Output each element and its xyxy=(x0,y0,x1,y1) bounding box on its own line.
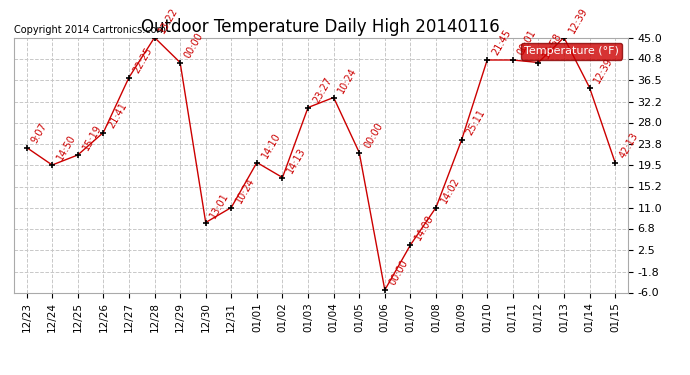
Text: 14:13: 14:13 xyxy=(285,146,308,175)
Text: 12:39: 12:39 xyxy=(566,6,589,35)
Text: 12:39: 12:39 xyxy=(592,56,615,85)
Text: 9:07: 9:07 xyxy=(30,121,49,145)
Text: 25:11: 25:11 xyxy=(464,108,487,137)
Text: 13:01: 13:01 xyxy=(208,191,231,220)
Text: 10:24: 10:24 xyxy=(234,176,257,205)
Text: 00:01: 00:01 xyxy=(515,28,538,57)
Text: 42:13: 42:13 xyxy=(618,130,640,160)
Text: 21:45: 21:45 xyxy=(490,28,513,57)
Text: 00:00: 00:00 xyxy=(183,31,206,60)
Text: 15:19: 15:19 xyxy=(81,123,103,152)
Text: Copyright 2014 Cartronics.com: Copyright 2014 Cartronics.com xyxy=(14,25,166,35)
Text: 13:22: 13:22 xyxy=(157,6,180,35)
Text: 14:08: 14:08 xyxy=(413,213,435,242)
Text: 10:24: 10:24 xyxy=(337,66,359,95)
Text: 17:58: 17:58 xyxy=(541,30,564,60)
Text: 14:02: 14:02 xyxy=(439,176,462,205)
Text: 21:41: 21:41 xyxy=(106,100,129,130)
Title: Outdoor Temperature Daily High 20140116: Outdoor Temperature Daily High 20140116 xyxy=(141,18,500,36)
Text: 23:27: 23:27 xyxy=(310,75,333,105)
Text: 00:00: 00:00 xyxy=(388,258,410,287)
Text: 14:50: 14:50 xyxy=(55,133,77,162)
Legend: Temperature (°F): Temperature (°F) xyxy=(521,43,622,60)
Text: 00:00: 00:00 xyxy=(362,121,384,150)
Text: 14:10: 14:10 xyxy=(259,131,282,160)
Text: 22:25: 22:25 xyxy=(132,45,155,75)
